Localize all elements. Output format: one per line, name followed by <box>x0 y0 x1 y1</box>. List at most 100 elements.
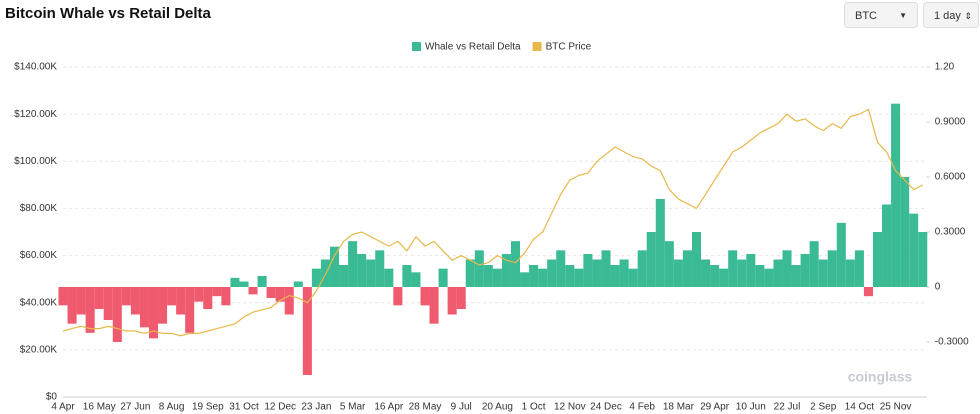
y-tick-label: $80.00K <box>20 203 58 214</box>
delta-bar <box>701 259 711 287</box>
delta-bar <box>203 287 213 309</box>
delta-bar <box>547 259 557 287</box>
delta-bar <box>275 287 285 302</box>
x-tick-label: 5 Mar <box>340 402 366 413</box>
y2-tick-label: 0.6000 <box>935 172 966 183</box>
x-tick-label: 28 May <box>409 402 442 413</box>
delta-bar <box>58 287 68 306</box>
x-tick-label: 16 Apr <box>374 402 404 413</box>
delta-bar <box>854 250 864 287</box>
delta-bar <box>112 287 122 342</box>
delta-bar <box>583 254 593 287</box>
interval-select[interactable]: 1 day ⇕ <box>923 2 979 28</box>
x-tick-label: 14 Oct <box>845 402 875 413</box>
delta-bar <box>773 259 783 287</box>
delta-bar <box>836 222 846 287</box>
delta-bar <box>167 287 177 306</box>
delta-bar <box>845 259 855 287</box>
delta-bar <box>139 287 149 328</box>
x-tick-label: 19 Sep <box>192 402 224 413</box>
legend-label: BTC Price <box>546 42 592 53</box>
y2-tick-label: -0.3000 <box>935 337 969 348</box>
delta-bar <box>194 287 204 302</box>
y-tick-label: $140.00K <box>14 62 57 73</box>
delta-bar <box>520 272 530 287</box>
delta-bar <box>339 265 349 287</box>
grid <box>63 66 927 398</box>
delta-bar <box>411 272 421 287</box>
delta-bar <box>755 265 765 287</box>
symbol-select[interactable]: BTC ▼ <box>844 2 918 28</box>
x-tick-label: 10 Jun <box>736 402 766 413</box>
x-tick-label: 1 Oct <box>522 402 546 413</box>
delta-bar <box>474 250 484 287</box>
y2-tick-label: 1.20 <box>935 62 955 73</box>
legend: Whale vs Retail Delta BTC Price <box>412 42 592 53</box>
delta-bar <box>710 265 720 287</box>
delta-bar <box>185 287 195 333</box>
delta-bar <box>375 250 385 287</box>
delta-bar <box>67 287 77 324</box>
y2-tick-label: 0.9000 <box>935 117 966 128</box>
delta-bar <box>637 250 647 287</box>
delta-bar <box>628 268 638 287</box>
x-tick-label: 22 Jul <box>774 402 801 413</box>
delta-bar <box>782 250 792 287</box>
delta-bar <box>176 287 186 315</box>
delta-bar <box>465 259 475 287</box>
delta-bar <box>809 241 819 287</box>
delta-bar <box>158 287 168 324</box>
delta-bar <box>863 287 873 297</box>
delta-bar <box>257 276 267 287</box>
y-tick-label: $20.00K <box>20 344 58 355</box>
delta-bar <box>393 287 403 306</box>
delta-bar <box>891 103 901 288</box>
x-tick-label: 4 Apr <box>51 402 75 413</box>
x-tick-label: 18 Mar <box>663 402 695 413</box>
delta-bar <box>791 265 801 287</box>
delta-bar <box>565 265 575 287</box>
delta-bar <box>601 250 611 287</box>
delta-bar <box>248 287 258 295</box>
y-tick-label: $40.00K <box>20 297 58 308</box>
delta-bar <box>556 250 566 287</box>
delta-bar <box>538 268 548 287</box>
delta-bar <box>646 232 656 287</box>
delta-bar <box>909 213 919 287</box>
dropdown-arrow: ⇕ <box>964 11 972 21</box>
delta-bar <box>574 268 584 287</box>
delta-bar <box>818 259 828 287</box>
y-tick-label: $0 <box>46 392 58 403</box>
delta-bar <box>121 287 131 306</box>
delta-bar <box>311 268 321 287</box>
y-tick-label: $100.00K <box>14 156 57 167</box>
delta-bar <box>529 265 539 287</box>
legend-swatch <box>532 42 542 51</box>
legend-label: Whale vs Retail Delta <box>425 42 521 53</box>
delta-bar <box>882 204 892 287</box>
x-tick-label: 12 Nov <box>554 402 586 413</box>
x-tick-label: 12 Dec <box>264 402 296 413</box>
x-tick-label: 20 Aug <box>482 402 513 413</box>
delta-bar <box>239 281 249 287</box>
delta-bar <box>492 268 502 287</box>
interval-value: 1 day <box>934 10 961 22</box>
symbol-value: BTC <box>855 10 877 22</box>
delta-bar <box>900 177 910 287</box>
delta-bar <box>682 250 692 287</box>
delta-bar <box>302 287 312 375</box>
watermark: coinglass <box>848 369 913 385</box>
x-tick-label: 4 Feb <box>629 402 655 413</box>
delta-bar <box>329 246 340 287</box>
delta-bar <box>483 265 493 287</box>
delta-bar <box>94 287 104 309</box>
delta-bar <box>673 259 683 287</box>
x-tick-label: 9 Jul <box>451 402 472 413</box>
delta-bar <box>429 287 439 324</box>
x-tick-label: 2 Sep <box>810 402 837 413</box>
delta-bar <box>872 232 883 287</box>
delta-bar <box>293 281 303 287</box>
delta-bar <box>827 250 837 287</box>
delta-bar <box>447 287 457 315</box>
